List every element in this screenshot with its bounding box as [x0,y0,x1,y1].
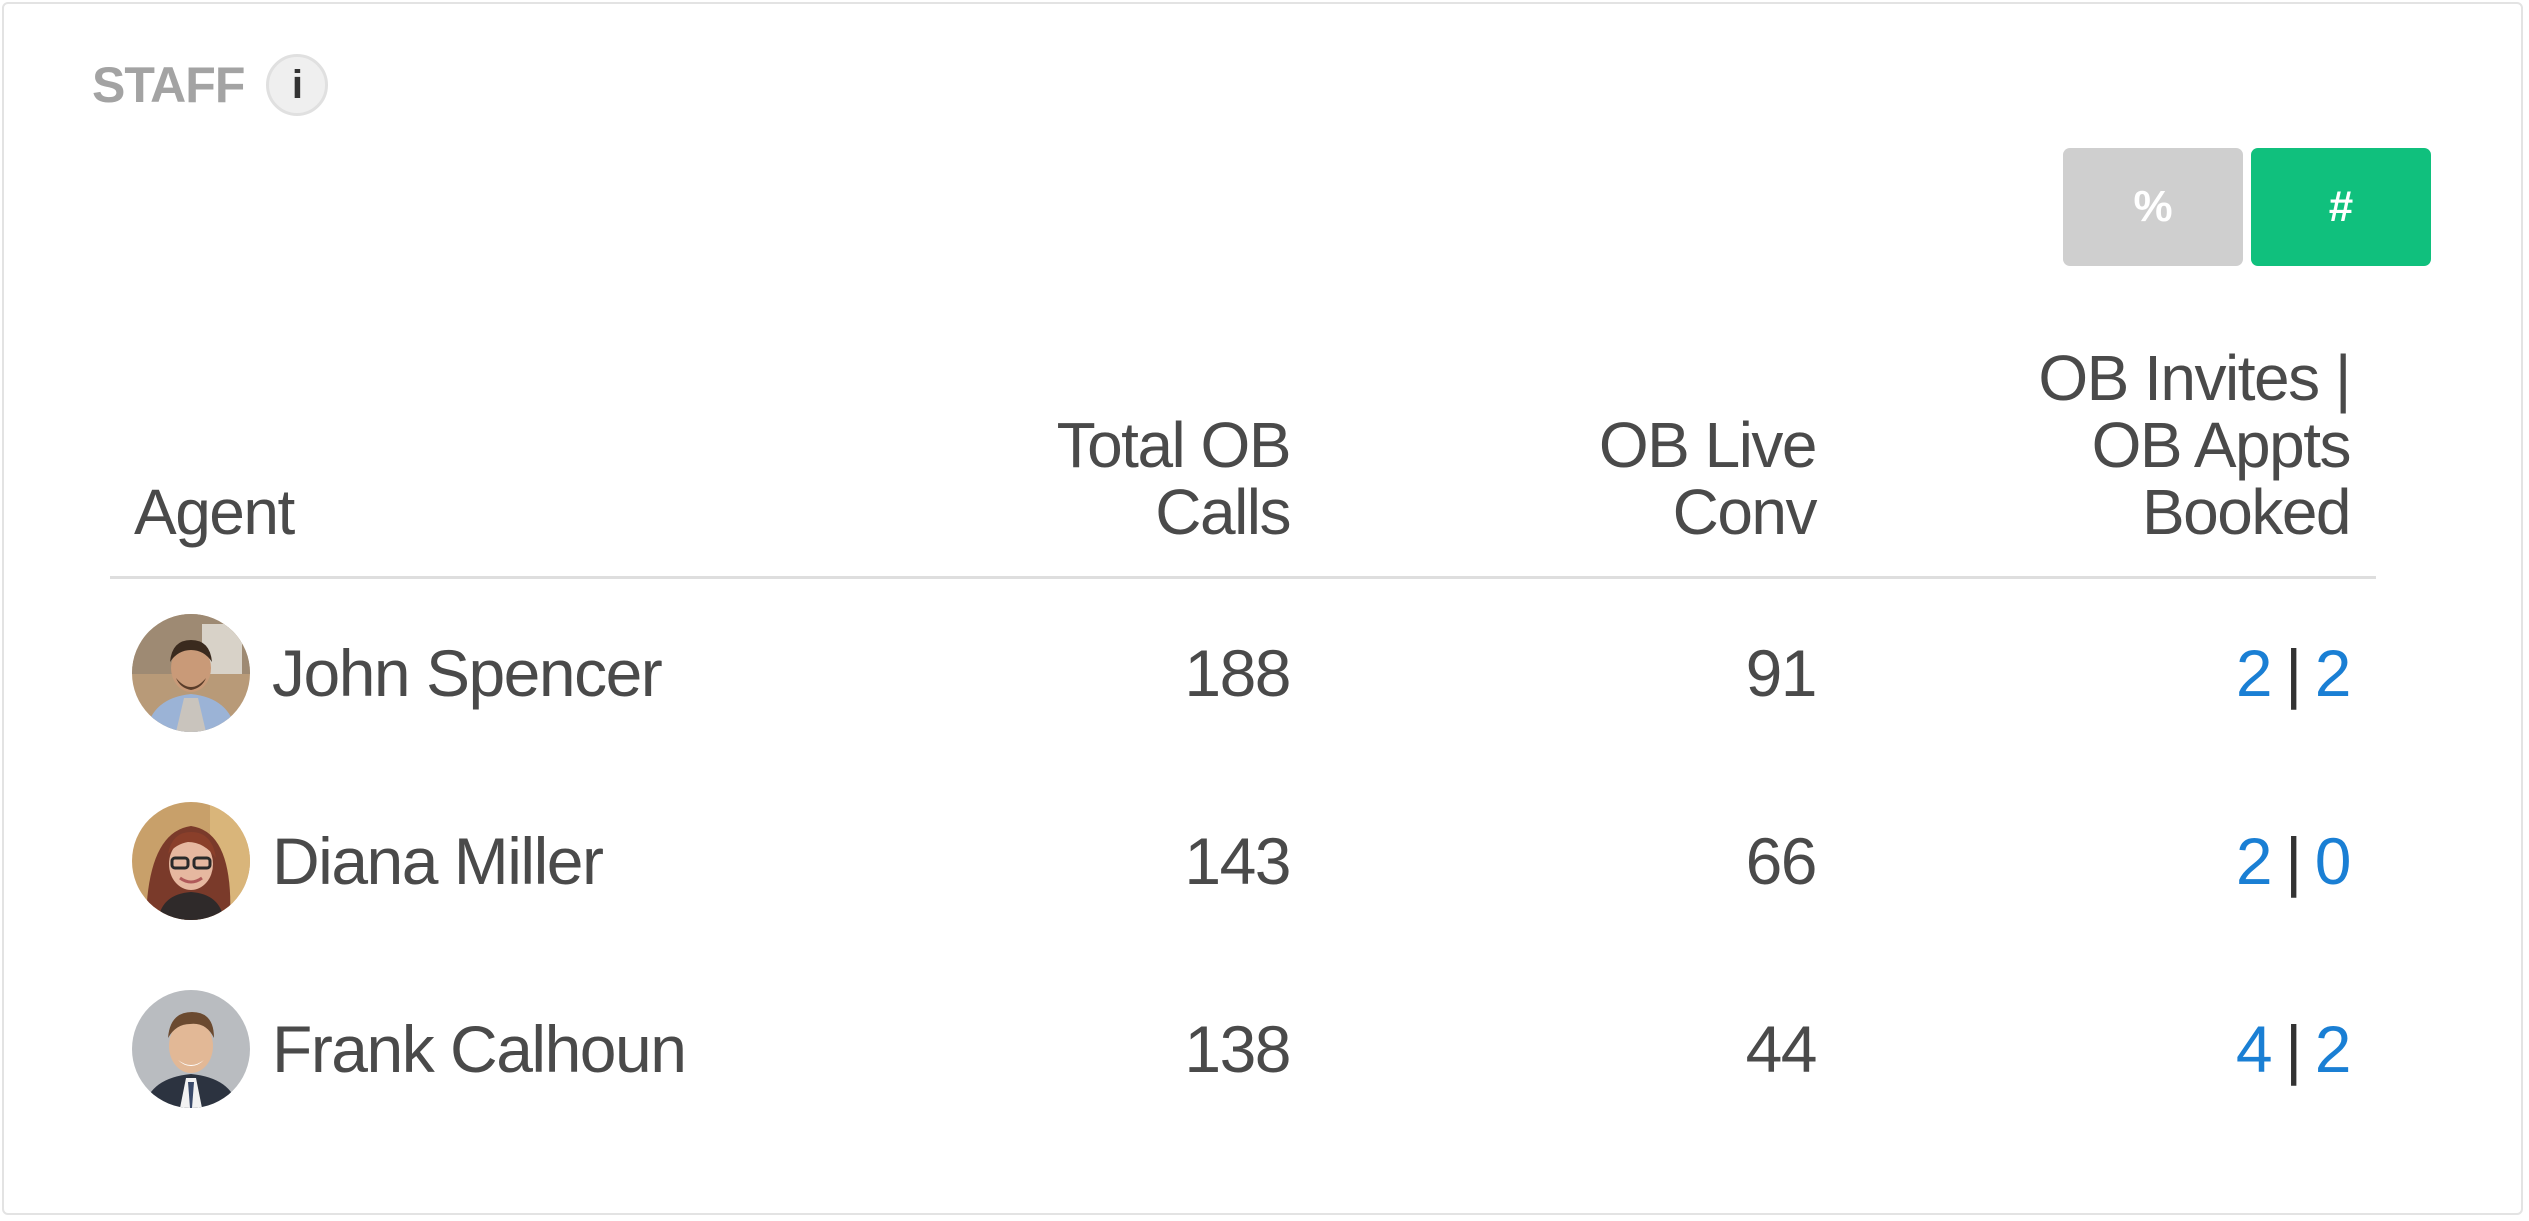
ob-invites-link[interactable]: 4 [2235,1012,2273,1086]
percent-toggle-button[interactable]: % [2063,148,2243,266]
invites-booked-cell: 2 | 0 [2235,767,2352,955]
column-header-ob-live-conv[interactable]: OB Live Conv [1598,409,1818,548]
agent-cell: John Spencer [132,579,663,767]
agent-name[interactable]: Diana Miller [272,824,604,898]
widget-title: STAFF [92,57,245,113]
column-header-ob-invites-appts[interactable]: OB Invites | OB Appts Booked [2038,342,2351,548]
total-ob-calls-value: 188 [1184,636,1291,710]
invites-booked-cell: 4 | 2 [2235,955,2352,1143]
table-row: Frank Calhoun 138 44 4 | 2 [110,955,2376,1143]
avatar [132,614,250,732]
ob-live-conv-value: 91 [1745,636,1818,710]
info-icon[interactable]: i [266,54,329,116]
ob-live-conv-value: 66 [1745,824,1818,898]
avatar [132,802,250,920]
total-ob-calls-value: 143 [1184,824,1291,898]
widget-header: STAFF i [92,50,329,120]
table-row: John Spencer 188 91 2 | 2 [110,579,2376,767]
total-ob-calls-value: 138 [1184,1012,1291,1086]
staff-table: Agent Total OB Calls OB Live Conv OB Inv… [110,334,2376,1143]
separator: | [2285,824,2302,898]
separator: | [2285,636,2302,710]
column-header-agent[interactable]: Agent [134,476,295,548]
agent-name[interactable]: Frank Calhoun [272,1012,687,1086]
table-row: Diana Miller 143 66 2 | 0 [110,767,2376,955]
separator: | [2285,1012,2302,1086]
ob-invites-link[interactable]: 2 [2235,636,2273,710]
column-header-total-ob-calls[interactable]: Total OB Calls [1056,409,1292,548]
agent-name[interactable]: John Spencer [272,636,663,710]
count-toggle-button[interactable]: # [2251,148,2431,266]
ob-live-conv-value: 44 [1745,1012,1818,1086]
avatar [132,990,250,1108]
agent-cell: Frank Calhoun [132,955,687,1143]
ob-appts-booked-link[interactable]: 2 [2314,1012,2352,1086]
ob-invites-link[interactable]: 2 [2235,824,2273,898]
ob-appts-booked-link[interactable]: 0 [2314,824,2352,898]
ob-appts-booked-link[interactable]: 2 [2314,636,2352,710]
agent-cell: Diana Miller [132,767,604,955]
invites-booked-cell: 2 | 2 [2235,579,2352,767]
display-mode-toggle: % # [2063,148,2431,266]
table-header: Agent Total OB Calls OB Live Conv OB Inv… [110,334,2376,579]
